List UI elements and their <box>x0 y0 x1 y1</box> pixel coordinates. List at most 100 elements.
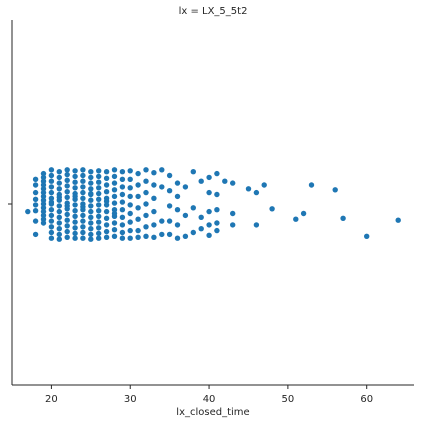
data-point <box>80 178 86 184</box>
chart-title: lx = LX_5_5t2 <box>179 6 248 17</box>
data-point <box>119 222 126 228</box>
data-point <box>174 193 181 200</box>
data-point <box>40 212 47 219</box>
data-point <box>64 223 70 229</box>
data-point <box>96 235 102 241</box>
data-point <box>182 233 189 239</box>
data-point <box>166 231 173 238</box>
data-point <box>103 234 110 240</box>
data-point <box>88 226 94 232</box>
data-point <box>214 220 220 226</box>
data-point <box>96 208 102 214</box>
data-point <box>80 189 86 196</box>
data-point <box>32 182 39 188</box>
data-point <box>48 195 55 201</box>
data-point <box>143 201 149 207</box>
data-point <box>80 172 86 179</box>
data-point <box>103 215 110 221</box>
data-point <box>64 217 70 223</box>
data-point <box>88 180 94 186</box>
data-point <box>119 191 126 198</box>
data-point <box>64 228 70 235</box>
data-point <box>72 225 78 231</box>
data-point <box>72 208 78 214</box>
data-point <box>32 231 39 238</box>
data-point <box>135 227 141 234</box>
data-point <box>32 176 39 182</box>
data-point <box>198 226 204 232</box>
data-point <box>88 214 94 220</box>
data-point <box>72 202 78 208</box>
data-point <box>364 233 370 239</box>
data-point <box>72 230 78 237</box>
data-point <box>88 197 94 203</box>
data-point <box>48 218 55 224</box>
data-point <box>56 169 62 175</box>
data-point <box>72 193 78 200</box>
data-point <box>88 208 94 215</box>
data-point <box>151 195 157 201</box>
data-point <box>32 218 39 224</box>
data-point <box>308 182 315 188</box>
data-point <box>96 173 102 180</box>
data-point <box>103 222 110 228</box>
data-point <box>206 222 212 228</box>
data-point <box>56 180 62 186</box>
data-point <box>395 217 401 223</box>
data-point <box>96 202 102 208</box>
data-point <box>190 229 196 236</box>
data-point <box>119 214 126 220</box>
data-point <box>182 184 189 190</box>
data-point <box>103 175 110 181</box>
data-point <box>127 210 133 217</box>
data-point <box>32 202 39 208</box>
x-tick-label: 20 <box>45 394 58 405</box>
data-point <box>40 186 47 192</box>
data-point <box>340 215 346 221</box>
data-point <box>222 178 228 184</box>
data-point <box>40 174 47 181</box>
data-point <box>159 184 165 190</box>
data-point <box>72 213 78 219</box>
data-point <box>40 208 47 215</box>
data-point <box>214 227 220 234</box>
data-point <box>135 205 141 211</box>
data-point <box>151 222 157 228</box>
data-point <box>48 207 55 213</box>
data-point <box>103 202 110 208</box>
data-point <box>72 179 78 185</box>
data-point <box>143 233 149 239</box>
data-point <box>88 236 94 242</box>
data-point <box>166 188 173 194</box>
data-point <box>80 204 86 210</box>
data-point <box>111 227 118 233</box>
data-point <box>111 210 118 217</box>
data-point <box>103 208 110 215</box>
data-point <box>96 168 102 174</box>
data-point <box>88 203 94 209</box>
data-point <box>198 178 204 184</box>
data-point <box>48 212 55 219</box>
data-point <box>56 220 62 226</box>
data-point <box>119 229 126 236</box>
data-point <box>64 211 70 218</box>
data-point <box>48 199 55 205</box>
data-point <box>96 230 102 237</box>
data-point <box>103 182 110 188</box>
data-point <box>25 208 31 215</box>
data-point <box>88 186 94 192</box>
data-point <box>127 235 133 241</box>
data-point <box>80 235 86 241</box>
data-point <box>88 169 94 175</box>
data-point <box>56 236 62 242</box>
data-point <box>48 167 55 173</box>
data-point <box>80 229 86 236</box>
data-point <box>143 224 149 230</box>
data-point <box>48 172 55 179</box>
data-point <box>40 182 47 188</box>
data-point <box>40 220 47 226</box>
data-point <box>48 229 55 236</box>
x-tick-label: 50 <box>282 394 295 405</box>
data-point <box>72 168 78 174</box>
